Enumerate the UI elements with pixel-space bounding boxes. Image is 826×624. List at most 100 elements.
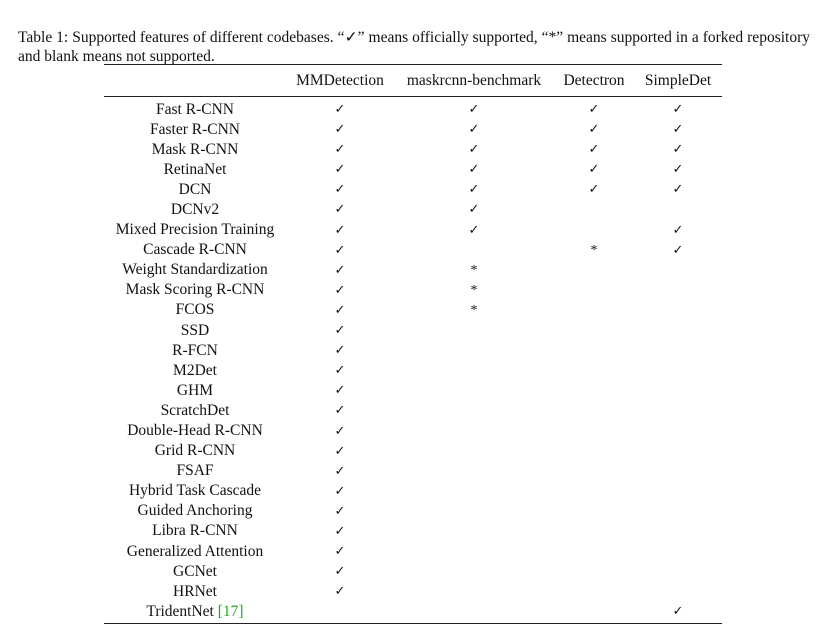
support-cell: ✓ (634, 139, 722, 159)
feature-cell: R-FCN (104, 340, 286, 360)
official-support-mark: ✓ (468, 202, 480, 218)
feature-cell: Mask Scoring R-CNN (104, 280, 286, 300)
support-cell (554, 220, 634, 240)
header-maskrcnn-benchmark: maskrcnn-benchmark (406, 72, 542, 89)
support-cell (394, 481, 554, 501)
support-cell (634, 421, 722, 441)
support-cell (394, 421, 554, 441)
official-support-mark: ✓ (334, 343, 346, 359)
table-row: RetinaNet ✓ ✓ ✓ ✓ (104, 159, 722, 179)
support-cell (634, 300, 722, 320)
feature-cell: ScratchDet (104, 400, 286, 420)
table-row: ScratchDet ✓ (104, 400, 722, 420)
support-cell (634, 340, 722, 360)
feature-name: Mask Scoring R-CNN (125, 281, 265, 299)
table-row: DCN ✓ ✓ ✓ ✓ (104, 179, 722, 199)
table-row: HRNet ✓ (104, 581, 722, 601)
feature-cell: Cascade R-CNN (104, 240, 286, 260)
official-support-mark: ✓ (588, 102, 600, 117)
official-support-mark: ✓ (334, 262, 346, 278)
support-cell: ✓ (286, 421, 394, 441)
support-cell: ✓ (286, 97, 394, 120)
official-support-mark: ✓ (468, 102, 480, 117)
feature-name: Mixed Precision Training (115, 221, 275, 239)
support-cell: * (554, 240, 634, 260)
official-support-mark: ✓ (334, 403, 346, 419)
table-row: FCOS ✓ * (104, 300, 722, 320)
support-cell: ✓ (634, 220, 722, 240)
support-cell (554, 541, 634, 561)
support-cell: ✓ (286, 521, 394, 541)
official-support-mark: ✓ (468, 182, 480, 198)
feature-name: FCOS (175, 301, 215, 319)
feature-name: DCN (178, 180, 212, 198)
support-cell (554, 561, 634, 581)
feature-cell: Generalized Attention (104, 541, 286, 561)
support-cell (394, 340, 554, 360)
support-cell: ✓ (286, 300, 394, 320)
support-cell: ✓ (394, 179, 554, 199)
feature-name: Libra R-CNN (152, 522, 238, 540)
citation-link[interactable]: [17] (217, 602, 244, 620)
support-cell (394, 501, 554, 521)
feature-cell: Mask R-CNN (104, 139, 286, 159)
support-cell (634, 501, 722, 521)
support-cell (634, 481, 722, 501)
official-support-mark: ✓ (672, 122, 684, 138)
feature-name: Cascade R-CNN (143, 241, 247, 259)
official-support-mark: ✓ (334, 363, 346, 379)
official-support-mark: ✓ (334, 282, 346, 298)
official-support-mark: ✓ (334, 102, 346, 117)
feature-name: RetinaNet (163, 160, 227, 178)
official-support-mark: ✓ (588, 142, 600, 158)
support-cell: ✓ (286, 320, 394, 340)
support-cell (554, 501, 634, 521)
official-support-mark: ✓ (588, 122, 600, 138)
feature-name: Generalized Attention (126, 542, 264, 560)
official-support-mark: ✓ (468, 142, 480, 158)
header-simpledet: SimpleDet (644, 72, 712, 89)
feature-cell: Libra R-CNN (104, 521, 286, 541)
support-cell: ✓ (286, 179, 394, 199)
official-support-mark: ✓ (672, 102, 684, 117)
forked-support-mark: * (590, 242, 598, 258)
support-cell: ✓ (634, 240, 722, 260)
feature-name: HRNet (173, 582, 217, 600)
support-cell (554, 280, 634, 300)
support-cell (554, 400, 634, 420)
support-cell: ✓ (634, 97, 722, 120)
official-support-mark: ✓ (334, 523, 346, 539)
support-cell (554, 461, 634, 481)
support-cell: ✓ (286, 119, 394, 139)
feature-name: DCNv2 (170, 200, 220, 218)
feature-cell: HRNet (104, 581, 286, 601)
support-cell (394, 320, 554, 340)
official-support-mark: ✓ (588, 182, 600, 198)
table-row: Fast R-CNN ✓ ✓ ✓ ✓ (104, 97, 722, 120)
feature-name: GCNet (173, 562, 217, 580)
support-cell (554, 521, 634, 541)
feature-cell: Weight Standardization (104, 260, 286, 280)
official-support-mark: ✓ (672, 242, 684, 258)
official-support-mark: ✓ (334, 182, 346, 198)
feature-name: Hybrid Task Cascade (128, 482, 262, 500)
official-support-mark: ✓ (334, 162, 346, 178)
support-cell (634, 581, 722, 601)
feature-cell: SSD (104, 320, 286, 340)
support-cell: ✓ (394, 220, 554, 240)
feature-cell: TridentNet [17] (104, 601, 286, 624)
support-cell: ✓ (286, 199, 394, 219)
feature-name: TridentNet (146, 602, 214, 620)
support-cell (394, 461, 554, 481)
support-cell: ✓ (286, 220, 394, 240)
support-cell: ✓ (554, 159, 634, 179)
official-support-mark: ✓ (588, 162, 600, 178)
official-support-mark: ✓ (334, 122, 346, 138)
support-cell (394, 581, 554, 601)
official-support-mark: ✓ (334, 142, 346, 158)
feature-name: Faster R-CNN (150, 120, 240, 138)
forked-support-mark: * (470, 262, 478, 278)
table-row: Weight Standardization ✓ * (104, 260, 722, 280)
feature-cell: Double-Head R-CNN (104, 421, 286, 441)
support-cell: ✓ (286, 581, 394, 601)
